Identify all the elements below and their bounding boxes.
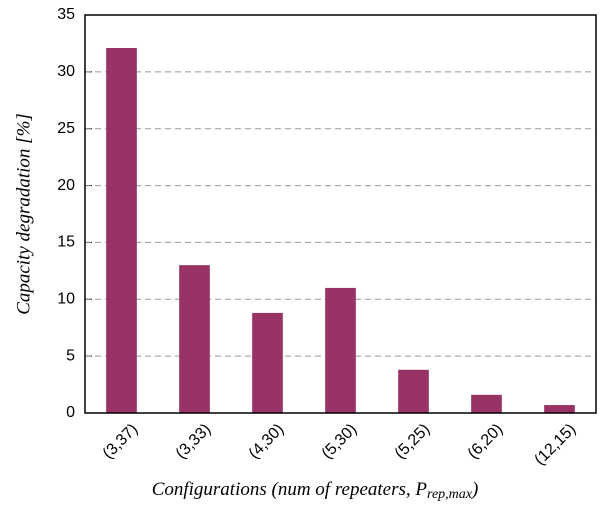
x-axis-label-sub: rep,max: [427, 487, 473, 502]
bar: [471, 394, 502, 413]
y-tick-label: 10: [57, 291, 75, 308]
y-tick-label: 35: [57, 6, 75, 23]
bar: [252, 312, 283, 413]
x-tick-label: (4,30): [246, 421, 288, 463]
x-axis-label: Configurations (num of repeaters, Prep,m…: [152, 479, 479, 502]
x-axis-label-end: ): [471, 479, 478, 500]
bar: [398, 369, 429, 413]
y-tick-label: 25: [57, 120, 75, 137]
x-tick-label: (3,33): [173, 421, 215, 463]
y-tick-label: 20: [57, 177, 75, 194]
y-axis-label: Capacity degradation [%]: [13, 113, 34, 315]
bar: [544, 405, 575, 413]
bar: [106, 47, 137, 413]
bar: [325, 287, 356, 413]
x-tick-label: (5,30): [319, 421, 361, 463]
y-tick-label: 5: [66, 347, 75, 364]
x-axis-label-main: Configurations (num of repeaters, P: [152, 479, 428, 500]
bar: [179, 265, 210, 413]
y-tick-label: 0: [66, 404, 75, 421]
plot-frame: [84, 14, 597, 414]
y-tick-label: 30: [57, 63, 75, 80]
x-tick-label: (6,20): [465, 421, 507, 463]
x-tick-label: (12,15): [531, 421, 579, 469]
x-tick-label: (3,37): [100, 421, 142, 463]
x-tick-label: (5,25): [392, 421, 434, 463]
y-tick-label: 15: [57, 234, 75, 251]
